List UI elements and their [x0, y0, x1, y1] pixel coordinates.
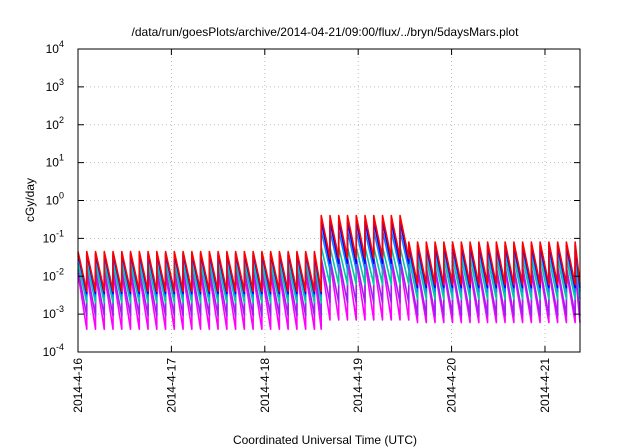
- y-tick-label: 10-1: [43, 228, 64, 245]
- y-tick-label: 10-2: [43, 266, 64, 283]
- y-tick-label: 102: [46, 115, 64, 132]
- x-axis-label: Coordinated Universal Time (UTC): [233, 433, 417, 447]
- x-tick-label: 2014-4-17: [164, 358, 178, 413]
- y-tick-label: 10-4: [43, 342, 64, 359]
- x-tick-labels: 2014-4-16 2014-4-17 2014-4-18 2014-4-19 2014…: [71, 358, 552, 413]
- y-tick-label: 10-3: [43, 304, 64, 321]
- x-tick-label: 2014-4-20: [445, 358, 459, 413]
- y-axis-label: cGy/day: [23, 178, 37, 222]
- series-line: [77, 214, 581, 293]
- chart-title: /data/run/goesPlots/archive/2014-04-21/0…: [132, 25, 520, 39]
- ticks: [77, 48, 580, 353]
- y-tick-labels: 10-4 10-3 10-2 10-1 100 101 102 103 104: [43, 39, 64, 359]
- y-tick-label: 100: [46, 191, 64, 208]
- y-tick-label: 104: [46, 39, 64, 56]
- y-tick-label: 101: [46, 153, 64, 170]
- x-tick-label: 2014-4-21: [538, 358, 552, 413]
- x-tick-label: 2014-4-19: [351, 358, 365, 413]
- x-tick-label: 2014-4-18: [258, 358, 272, 413]
- series-layer: [77, 214, 581, 331]
- y-tick-label: 103: [46, 77, 64, 94]
- x-tick-label: 2014-4-16: [71, 358, 85, 413]
